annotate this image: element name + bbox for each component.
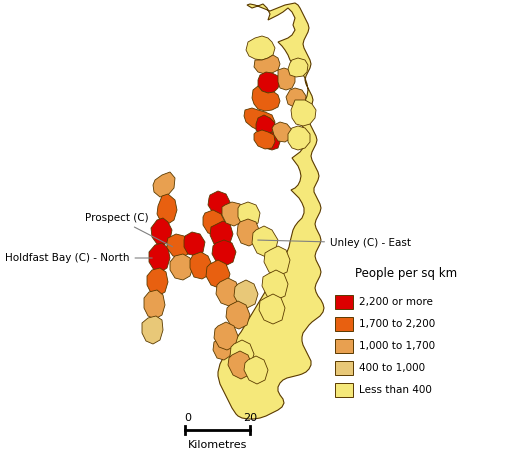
Polygon shape	[254, 55, 280, 74]
FancyBboxPatch shape	[335, 361, 353, 375]
Text: People per sq km: People per sq km	[355, 267, 457, 280]
Polygon shape	[264, 246, 290, 276]
Polygon shape	[218, 3, 324, 419]
Polygon shape	[210, 221, 233, 247]
Text: Kilometres: Kilometres	[188, 440, 247, 450]
Polygon shape	[244, 356, 268, 384]
Polygon shape	[222, 202, 244, 226]
Polygon shape	[246, 36, 275, 60]
Text: Prospect (C): Prospect (C)	[85, 213, 173, 247]
Text: Less than 400: Less than 400	[359, 385, 432, 395]
Polygon shape	[258, 72, 280, 93]
Polygon shape	[259, 294, 285, 324]
Text: 0: 0	[184, 413, 192, 423]
Text: 1,700 to 2,200: 1,700 to 2,200	[359, 319, 435, 329]
Polygon shape	[238, 202, 260, 228]
Text: 1,000 to 1,700: 1,000 to 1,700	[359, 341, 435, 351]
FancyBboxPatch shape	[335, 383, 353, 397]
Polygon shape	[226, 301, 250, 329]
Text: 2,200 or more: 2,200 or more	[359, 297, 433, 307]
Polygon shape	[167, 234, 190, 258]
Polygon shape	[214, 322, 238, 350]
Polygon shape	[184, 232, 205, 256]
Polygon shape	[252, 86, 280, 111]
Polygon shape	[262, 270, 288, 300]
Polygon shape	[144, 290, 165, 319]
Polygon shape	[151, 218, 172, 245]
Polygon shape	[256, 115, 275, 135]
Polygon shape	[288, 126, 310, 150]
Polygon shape	[252, 226, 278, 257]
Polygon shape	[291, 100, 316, 126]
Polygon shape	[262, 132, 280, 150]
FancyBboxPatch shape	[335, 295, 353, 309]
Polygon shape	[288, 58, 308, 77]
FancyBboxPatch shape	[335, 339, 353, 353]
Text: 20: 20	[243, 413, 257, 423]
Polygon shape	[212, 240, 236, 266]
Polygon shape	[149, 243, 170, 272]
Polygon shape	[286, 88, 306, 107]
Polygon shape	[142, 316, 163, 344]
Text: Unley (C) - East: Unley (C) - East	[258, 238, 411, 248]
Polygon shape	[206, 260, 230, 288]
Polygon shape	[230, 340, 254, 368]
Polygon shape	[208, 191, 230, 215]
Polygon shape	[237, 219, 260, 246]
FancyBboxPatch shape	[335, 317, 353, 331]
Polygon shape	[234, 280, 258, 308]
Polygon shape	[278, 68, 295, 90]
Text: Holdfast Bay (C) - North: Holdfast Bay (C) - North	[5, 253, 152, 263]
Polygon shape	[216, 278, 240, 306]
Polygon shape	[203, 210, 225, 235]
Polygon shape	[170, 254, 193, 280]
Polygon shape	[244, 108, 275, 131]
Polygon shape	[157, 194, 177, 224]
Polygon shape	[213, 336, 233, 360]
Text: 400 to 1,000: 400 to 1,000	[359, 363, 425, 373]
Polygon shape	[254, 130, 275, 149]
Polygon shape	[147, 268, 168, 296]
Polygon shape	[190, 252, 212, 279]
Polygon shape	[153, 172, 175, 197]
Polygon shape	[272, 122, 292, 142]
Polygon shape	[228, 351, 252, 379]
